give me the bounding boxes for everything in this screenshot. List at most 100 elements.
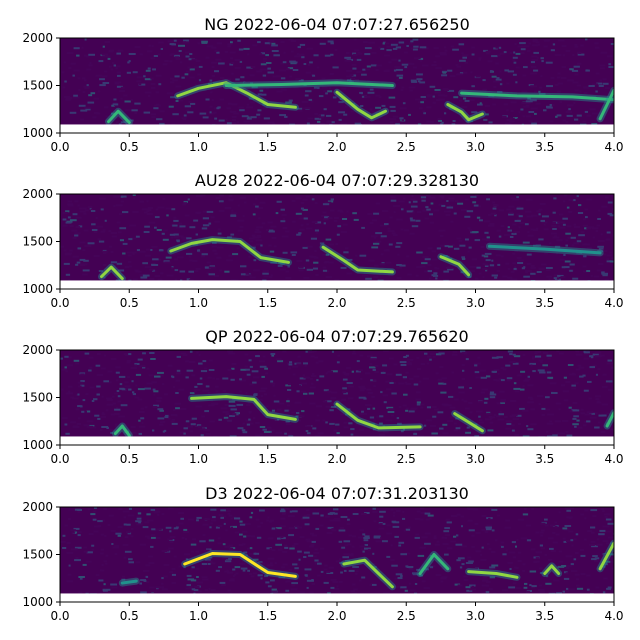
noise-cell	[598, 247, 604, 250]
noise-cell	[512, 262, 516, 265]
noise-cell	[404, 51, 408, 54]
noise-cell	[114, 423, 118, 426]
noise-cell	[78, 104, 86, 107]
noise-cell	[80, 380, 85, 383]
noise-cell	[566, 509, 571, 512]
noise-cell	[400, 430, 404, 433]
noise-cell	[491, 529, 495, 532]
noise-cell	[576, 240, 582, 243]
noise-cell	[369, 88, 374, 91]
noise-cell	[234, 238, 238, 241]
noise-cell	[539, 544, 543, 547]
noise-cell	[106, 588, 111, 591]
noise-cell	[489, 223, 495, 225]
noise-cell	[309, 402, 316, 405]
noise-cell	[343, 540, 351, 543]
noise-cell	[94, 414, 100, 417]
noise-cell	[562, 590, 565, 593]
noise-cell	[246, 404, 251, 406]
noise-cell	[492, 103, 497, 106]
noise-cell	[601, 414, 607, 417]
noise-cell	[346, 79, 352, 82]
noise-cell	[327, 592, 331, 595]
noise-cell	[519, 388, 525, 391]
noise-cell	[400, 228, 404, 231]
noise-cell	[72, 96, 80, 99]
noise-cell	[571, 387, 577, 390]
noise-cell	[147, 519, 154, 522]
noise-cell	[427, 247, 433, 250]
noise-cell	[150, 113, 156, 116]
noise-cell	[104, 41, 110, 43]
noise-cell	[608, 66, 614, 68]
noise-cell	[309, 532, 314, 535]
noise-cell	[523, 379, 529, 382]
noise-cell	[310, 355, 315, 358]
noise-cell	[285, 384, 291, 387]
noise-cell	[119, 585, 125, 588]
noise-cell	[150, 545, 154, 548]
noise-cell	[244, 81, 247, 84]
noise-cell	[83, 106, 91, 109]
noise-cell	[473, 567, 478, 570]
noise-cell	[105, 397, 113, 400]
noise-cell	[610, 43, 614, 45]
noise-cell	[309, 255, 313, 258]
noise-cell	[356, 71, 362, 74]
noise-cell	[205, 385, 210, 388]
noise-cell	[573, 223, 576, 226]
noise-cell	[491, 551, 496, 553]
noise-cell	[403, 356, 408, 358]
noise-cell	[473, 204, 479, 207]
noise-cell	[179, 431, 184, 434]
noise-cell	[169, 536, 176, 539]
noise-cell	[421, 580, 426, 583]
noise-cell	[250, 66, 256, 68]
noise-cell	[512, 556, 517, 559]
noise-cell	[420, 96, 426, 98]
noise-cell	[341, 391, 347, 394]
noise-cell	[572, 409, 580, 412]
noise-cell	[597, 368, 601, 371]
noise-cell	[222, 411, 229, 414]
noise-cell	[471, 53, 475, 56]
noise-cell	[397, 253, 400, 256]
noise-cell	[189, 392, 195, 395]
noise-cell	[339, 78, 343, 81]
noise-cell	[382, 522, 386, 525]
noise-cell	[430, 202, 434, 205]
noise-cell	[195, 567, 200, 570]
noise-cell	[532, 229, 538, 232]
noise-cell	[607, 359, 613, 362]
noise-cell	[248, 97, 255, 100]
noise-cell	[262, 106, 269, 109]
noise-cell	[214, 49, 218, 52]
noise-cell	[140, 591, 147, 594]
noise-cell	[336, 361, 340, 364]
noise-cell	[224, 560, 232, 563]
noise-cell	[305, 90, 312, 93]
noise-cell	[442, 423, 448, 426]
noise-cell	[145, 564, 151, 567]
noise-cell	[208, 359, 213, 362]
noise-cell	[422, 377, 429, 380]
noise-cell	[126, 361, 131, 364]
noise-cell	[245, 368, 250, 371]
noise-cell	[475, 75, 481, 78]
noise-cell	[548, 537, 554, 540]
noise-cell	[190, 543, 197, 546]
noise-cell	[262, 428, 267, 431]
noise-cell	[409, 217, 413, 220]
noise-cell	[149, 586, 155, 589]
noise-cell	[369, 222, 374, 224]
noise-cell	[268, 230, 275, 233]
noise-cell	[125, 531, 131, 534]
noise-cell	[202, 578, 209, 581]
noise-cell	[614, 105, 620, 107]
noise-cell	[244, 201, 247, 204]
noise-cell	[429, 213, 433, 216]
noise-cell	[124, 536, 129, 539]
noise-cell	[116, 52, 121, 55]
call-trace	[335, 402, 422, 430]
noise-cell	[116, 390, 120, 392]
